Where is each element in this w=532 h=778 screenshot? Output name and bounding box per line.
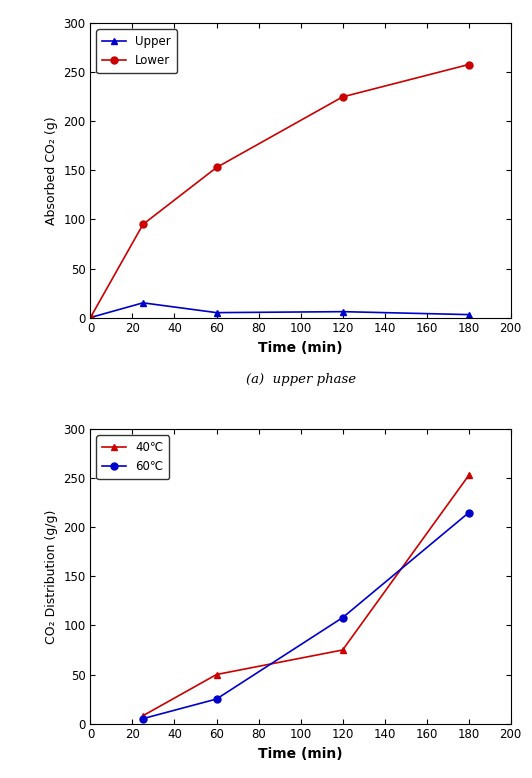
Upper bbox=[213, 308, 220, 317]
60℃ bbox=[339, 613, 346, 622]
60℃ bbox=[140, 714, 146, 724]
Lower bbox=[339, 93, 346, 102]
Upper bbox=[466, 310, 472, 319]
40℃ bbox=[466, 471, 472, 480]
Upper bbox=[140, 298, 146, 307]
60℃ bbox=[213, 694, 220, 703]
Lower bbox=[140, 219, 146, 229]
X-axis label: Time (min): Time (min) bbox=[258, 747, 343, 761]
Upper bbox=[87, 313, 94, 322]
Line: Upper: Upper bbox=[87, 300, 472, 321]
Lower bbox=[466, 60, 472, 69]
40℃ bbox=[339, 645, 346, 654]
Line: 60℃: 60℃ bbox=[139, 510, 472, 722]
X-axis label: Time (min): Time (min) bbox=[258, 341, 343, 355]
Line: 40℃: 40℃ bbox=[139, 472, 472, 719]
40℃ bbox=[140, 711, 146, 720]
40℃ bbox=[213, 670, 220, 679]
Line: Lower: Lower bbox=[87, 61, 472, 321]
Legend: Upper, Lower: Upper, Lower bbox=[96, 30, 177, 73]
Legend: 40℃, 60℃: 40℃, 60℃ bbox=[96, 435, 169, 479]
Lower bbox=[87, 313, 94, 322]
Y-axis label: Absorbed CO₂ (g): Absorbed CO₂ (g) bbox=[45, 116, 58, 225]
Text: (a)  upper phase: (a) upper phase bbox=[245, 373, 356, 387]
60℃ bbox=[466, 508, 472, 517]
Y-axis label: CO₂ Distribution (g/g): CO₂ Distribution (g/g) bbox=[45, 510, 58, 643]
Upper bbox=[339, 307, 346, 317]
Lower bbox=[213, 163, 220, 172]
